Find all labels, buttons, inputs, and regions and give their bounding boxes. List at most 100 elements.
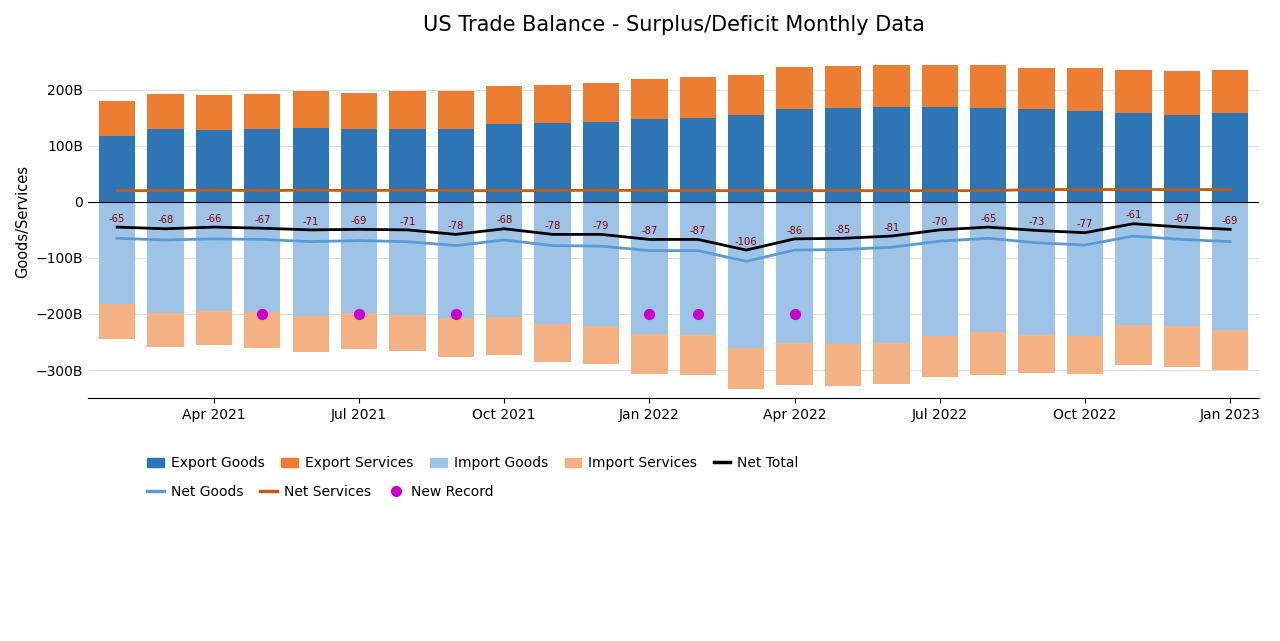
Point (639, 309, 659, 319)
Bar (631, 333, 668, 374)
Text: -78: -78 (448, 221, 463, 231)
Text: -87: -87 (641, 226, 658, 236)
Bar (631, 119, 668, 202)
Bar (922, 337, 957, 377)
Bar (244, 312, 280, 347)
Bar (244, 94, 280, 129)
Bar (535, 202, 571, 324)
Bar (196, 202, 232, 311)
Bar (535, 324, 571, 362)
Text: -71: -71 (399, 217, 416, 226)
Bar (389, 315, 426, 351)
Bar (1066, 69, 1103, 111)
Bar (1019, 68, 1055, 110)
Text: -85: -85 (835, 225, 851, 235)
Bar (631, 79, 668, 119)
Bar (1212, 202, 1248, 330)
Text: -67: -67 (253, 215, 270, 225)
Bar (293, 315, 329, 351)
Bar (777, 202, 813, 342)
Bar (147, 202, 183, 313)
Text: -87: -87 (690, 226, 707, 236)
Bar (680, 335, 716, 375)
Bar (728, 74, 764, 115)
Bar (99, 136, 136, 202)
Bar (99, 304, 136, 339)
Bar (1212, 113, 1248, 202)
Bar (99, 101, 136, 136)
Text: -73: -73 (1028, 217, 1044, 227)
Bar (1066, 336, 1103, 374)
Bar (970, 108, 1006, 202)
Bar (147, 129, 183, 202)
Text: -68: -68 (497, 215, 512, 226)
Bar (293, 92, 329, 128)
Text: -77: -77 (1076, 219, 1093, 229)
Bar (438, 319, 474, 356)
Bar (777, 342, 813, 385)
Text: -86: -86 (786, 226, 803, 235)
Bar (535, 85, 571, 123)
Bar (873, 202, 910, 342)
Bar (1066, 202, 1103, 336)
Text: -69: -69 (1222, 216, 1238, 226)
Bar (777, 67, 813, 110)
Bar (824, 344, 861, 386)
Text: -65: -65 (980, 213, 996, 224)
Bar (1115, 113, 1152, 202)
Bar (1019, 202, 1055, 335)
Point (349, 309, 370, 319)
Bar (147, 313, 183, 347)
Text: -67: -67 (1174, 213, 1190, 224)
Bar (824, 202, 861, 344)
Bar (582, 83, 620, 122)
Bar (922, 202, 957, 337)
Bar (1019, 110, 1055, 202)
Legend: Net Goods, Net Services, New Record: Net Goods, Net Services, New Record (142, 479, 499, 504)
Text: -66: -66 (206, 213, 221, 224)
Bar (438, 202, 474, 319)
Bar (1212, 330, 1248, 370)
Bar (389, 129, 426, 202)
Bar (293, 128, 329, 202)
Bar (1164, 115, 1199, 202)
Bar (340, 313, 378, 349)
Bar (486, 87, 522, 124)
Bar (970, 65, 1006, 108)
Bar (1115, 202, 1152, 324)
Bar (680, 118, 716, 202)
Bar (340, 202, 378, 313)
Bar (486, 202, 522, 317)
Bar (873, 342, 910, 383)
Bar (824, 108, 861, 202)
Bar (970, 202, 1006, 333)
Bar (631, 202, 668, 333)
Title: US Trade Balance - Surplus/Deficit Monthly Data: US Trade Balance - Surplus/Deficit Month… (422, 15, 924, 35)
Bar (1164, 326, 1199, 367)
Bar (1115, 70, 1152, 113)
Bar (535, 123, 571, 202)
Point (687, 309, 708, 319)
Bar (873, 106, 910, 202)
Bar (873, 65, 910, 106)
Text: -78: -78 (544, 221, 561, 231)
Bar (777, 110, 813, 202)
Bar (244, 129, 280, 202)
Bar (438, 129, 474, 202)
Bar (680, 78, 716, 118)
Text: -106: -106 (735, 237, 758, 247)
Bar (970, 333, 1006, 375)
Bar (824, 65, 861, 108)
Text: -68: -68 (157, 215, 174, 226)
Bar (438, 91, 474, 129)
Y-axis label: Goods/Services: Goods/Services (15, 165, 29, 278)
Bar (728, 348, 764, 388)
Bar (1115, 324, 1152, 365)
Bar (680, 202, 716, 335)
Text: -71: -71 (302, 217, 319, 226)
Bar (147, 94, 183, 129)
Bar (293, 202, 329, 315)
Bar (1212, 70, 1248, 113)
Point (445, 309, 466, 319)
Text: -61: -61 (1125, 210, 1142, 221)
